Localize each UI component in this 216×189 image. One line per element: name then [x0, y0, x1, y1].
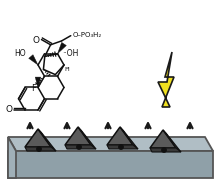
Polygon shape: [38, 129, 56, 151]
Polygon shape: [158, 52, 174, 107]
Polygon shape: [65, 145, 96, 149]
Text: O–PO₃H₂: O–PO₃H₂: [73, 32, 102, 38]
Text: O: O: [33, 36, 40, 45]
Polygon shape: [57, 42, 66, 54]
Polygon shape: [150, 148, 181, 152]
Text: H̅: H̅: [65, 67, 69, 72]
Circle shape: [119, 145, 123, 149]
Circle shape: [37, 147, 41, 151]
Circle shape: [77, 145, 81, 149]
Polygon shape: [65, 127, 91, 145]
Polygon shape: [163, 130, 181, 152]
Polygon shape: [78, 127, 96, 149]
Polygon shape: [25, 129, 51, 147]
Polygon shape: [120, 127, 138, 149]
Text: HO: HO: [14, 49, 26, 58]
Polygon shape: [25, 147, 56, 151]
Text: ··OH: ··OH: [62, 49, 79, 58]
Polygon shape: [35, 77, 41, 88]
Polygon shape: [8, 151, 213, 178]
Polygon shape: [8, 137, 213, 151]
Text: F: F: [31, 84, 36, 93]
Polygon shape: [29, 55, 38, 65]
Circle shape: [162, 148, 166, 152]
Polygon shape: [8, 137, 16, 178]
Polygon shape: [107, 145, 138, 149]
Text: O: O: [5, 105, 13, 115]
Polygon shape: [107, 127, 133, 145]
Polygon shape: [150, 130, 176, 148]
